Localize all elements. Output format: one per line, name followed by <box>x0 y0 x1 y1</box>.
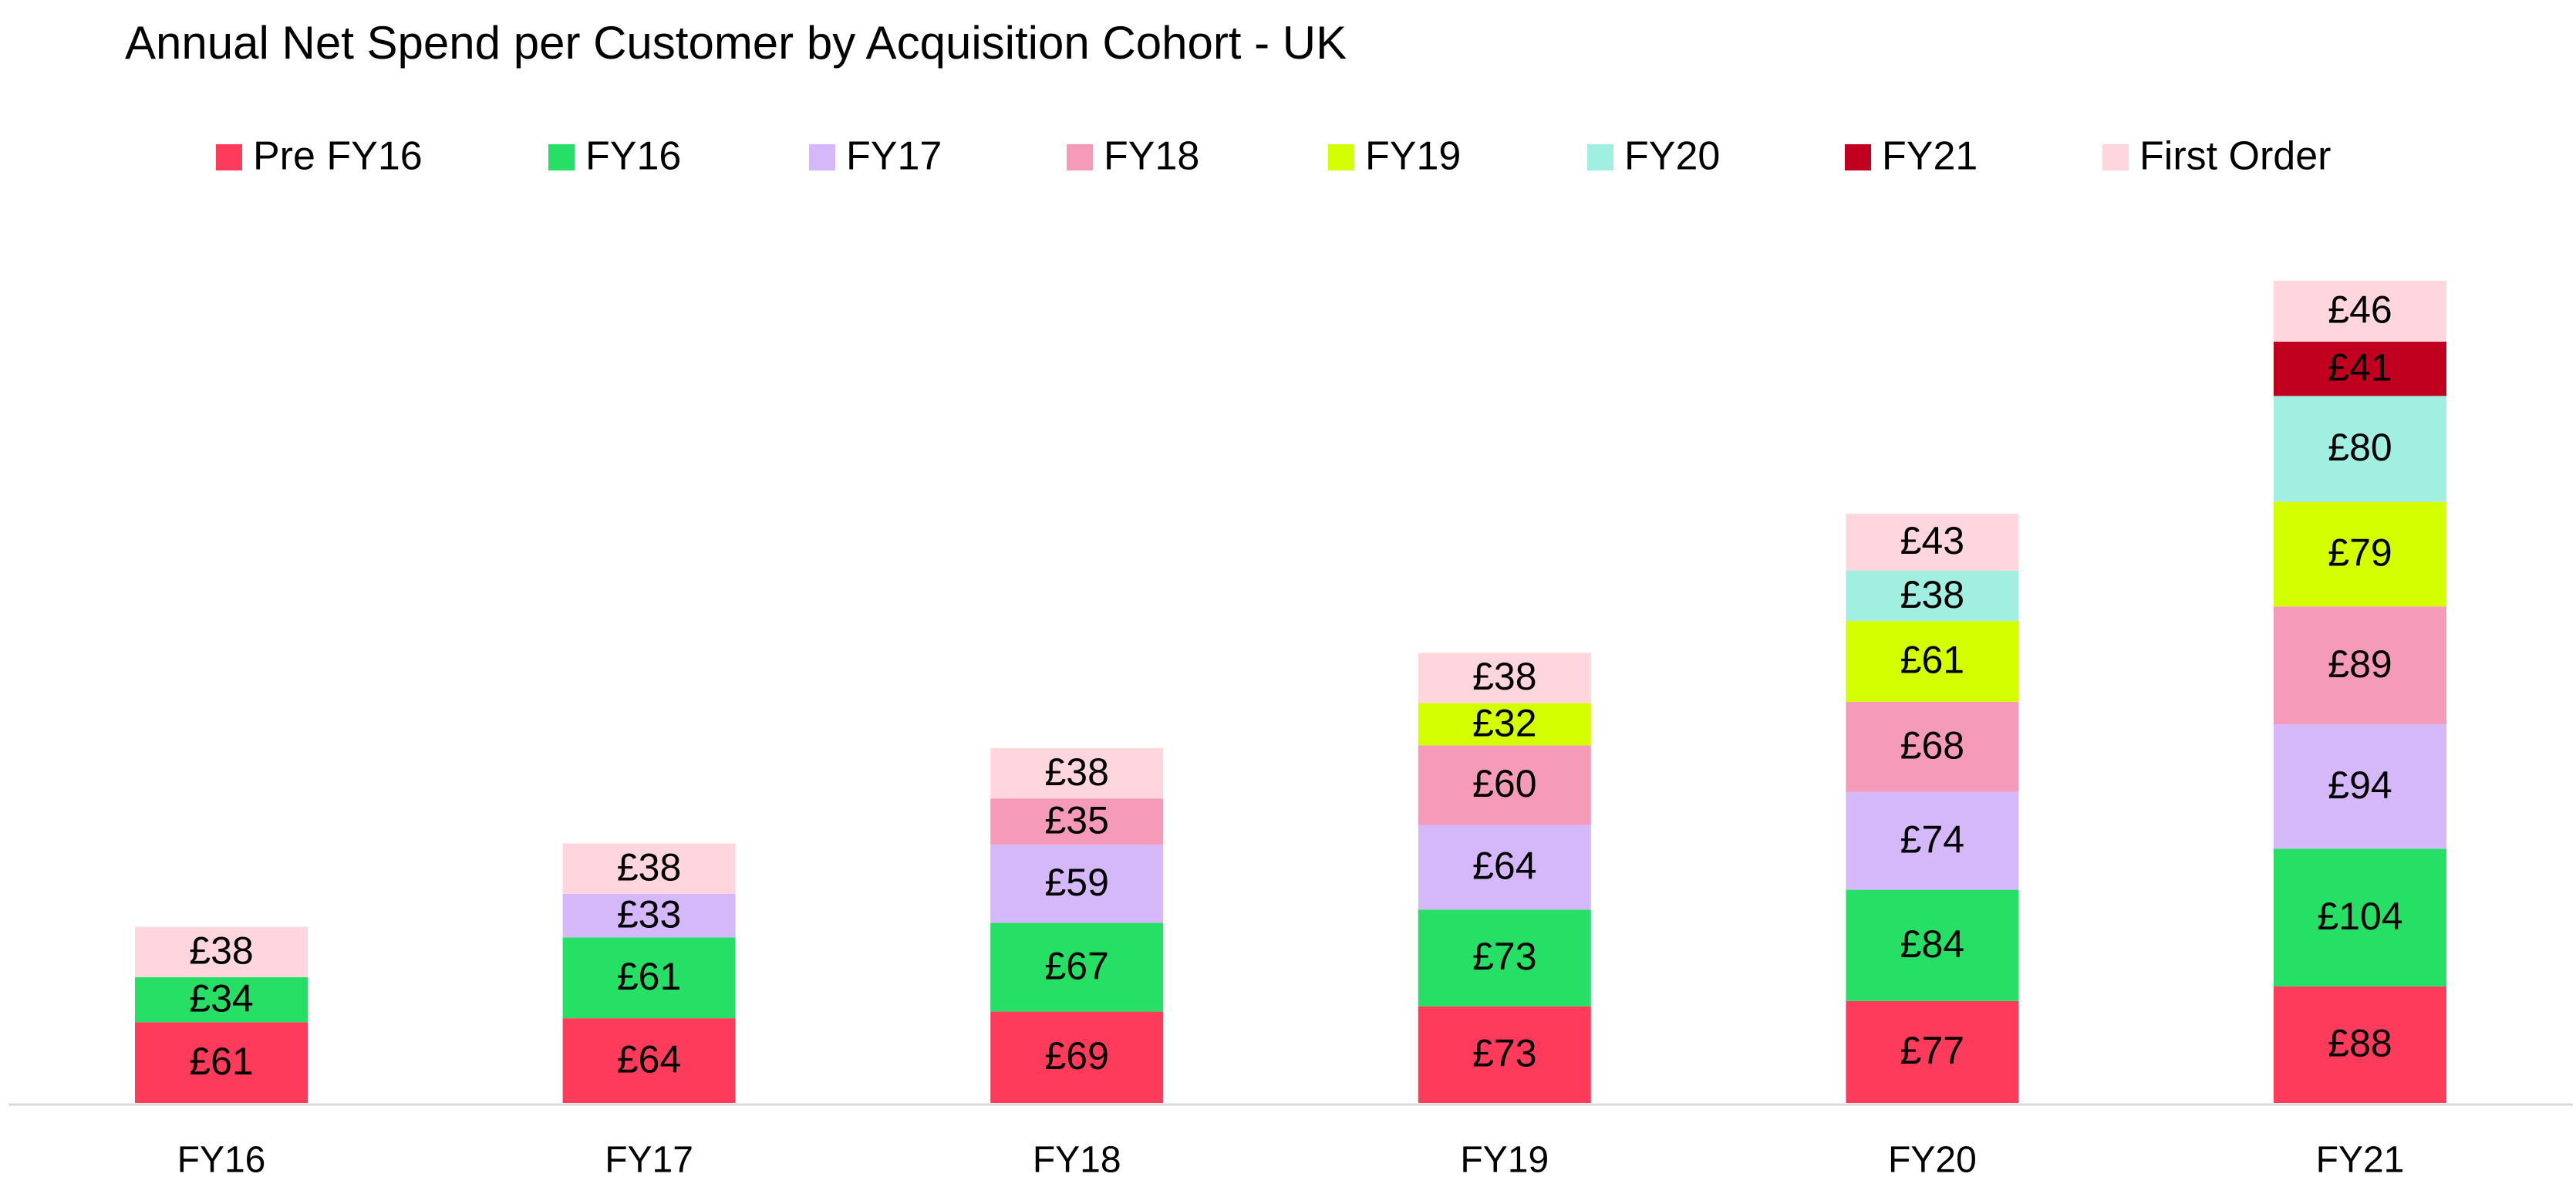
data-label: £61 <box>1900 639 1964 682</box>
data-label: £35 <box>1044 798 1108 842</box>
data-label: £84 <box>1900 922 1964 966</box>
bar-segment <box>2274 724 2446 849</box>
bar-segment <box>1418 745 1591 825</box>
legend-swatch <box>216 144 242 170</box>
bar-segment <box>1846 570 2019 622</box>
legend-swatch <box>1067 144 1093 170</box>
data-label: £89 <box>2328 643 2392 686</box>
data-label: £64 <box>1472 845 1536 888</box>
bar-segment <box>135 926 308 977</box>
data-label: £38 <box>1472 655 1536 698</box>
bar-segment <box>135 1022 308 1103</box>
bar-segment <box>1846 701 2019 792</box>
legend-swatch <box>1845 144 1871 170</box>
bar-segment <box>2274 396 2446 502</box>
data-label: £73 <box>1472 935 1536 978</box>
data-label: £61 <box>617 955 681 998</box>
x-tick-label: FY20 <box>1888 1140 1977 1181</box>
bar-segment <box>1846 791 2019 890</box>
bar-segment <box>2274 606 2446 725</box>
bar-segment <box>1418 653 1591 703</box>
bar-segment <box>562 1018 736 1103</box>
data-label: £34 <box>189 976 253 1020</box>
data-label: £61 <box>189 1040 253 1083</box>
bar-segment <box>990 922 1164 1012</box>
data-label: £69 <box>1044 1034 1108 1078</box>
x-tick-label: FY16 <box>177 1140 266 1181</box>
legend-label: FY18 <box>1104 134 1199 179</box>
legend-label: FY20 <box>1624 134 1720 179</box>
bar-segment <box>135 976 308 1023</box>
data-label: £38 <box>189 929 253 973</box>
legend-label: First Order <box>2139 134 2331 179</box>
bar-segment <box>2274 281 2446 342</box>
bar-segment <box>990 1011 1164 1103</box>
bar-segment <box>562 893 736 938</box>
x-tick-label: FY18 <box>1033 1140 1121 1181</box>
data-label: £77 <box>1900 1029 1964 1072</box>
data-label: £41 <box>2328 346 2392 389</box>
x-tick-label: FY21 <box>2316 1140 2405 1181</box>
bar-segment <box>990 747 1164 799</box>
data-label: £67 <box>1044 944 1108 987</box>
bar-segment <box>562 843 736 894</box>
chart-title: Annual Net Spend per Customer by Acquisi… <box>125 17 1347 69</box>
legend-swatch <box>548 144 575 170</box>
bar-segment <box>2274 501 2446 607</box>
bar-segment <box>2274 341 2446 396</box>
data-label: £38 <box>617 845 681 889</box>
data-label: £74 <box>1900 818 1964 861</box>
data-label: £46 <box>2328 288 2392 332</box>
bar-segment <box>1418 825 1591 910</box>
data-label: £88 <box>2328 1022 2392 1065</box>
legend-label: FY17 <box>846 134 942 179</box>
bar-segment <box>562 937 736 1019</box>
legend-swatch <box>1328 144 1354 170</box>
bar-segment <box>1846 889 2019 1001</box>
bar-segment <box>990 798 1164 845</box>
data-label: £80 <box>2328 426 2392 469</box>
bar-segment <box>1846 1000 2019 1103</box>
bar-segment <box>1418 703 1591 746</box>
data-label: £68 <box>1900 723 1964 767</box>
data-label: £64 <box>617 1037 681 1081</box>
x-tick-label: FY19 <box>1460 1140 1549 1181</box>
data-label: £73 <box>1472 1032 1536 1075</box>
bar-segment <box>1418 909 1591 1007</box>
data-label: £104 <box>2317 895 2402 938</box>
x-tick-label: FY17 <box>605 1140 693 1181</box>
legend-swatch <box>2102 144 2129 170</box>
data-label: £38 <box>1900 573 1964 616</box>
bar-segment <box>1846 621 2019 702</box>
bar-segment <box>990 845 1164 923</box>
data-label: £94 <box>2328 764 2392 807</box>
data-label: £59 <box>1044 861 1108 904</box>
data-label: £38 <box>1044 750 1108 794</box>
legend-label: Pre FY16 <box>253 134 423 179</box>
bar-segment <box>2274 848 2446 987</box>
data-label: £33 <box>617 892 681 936</box>
legend-swatch <box>1587 144 1613 170</box>
legend-label: FY19 <box>1365 134 1461 179</box>
data-label: £43 <box>1900 519 1964 562</box>
data-label: £60 <box>1472 762 1536 805</box>
bar-segment <box>1418 1006 1591 1103</box>
legend-swatch <box>809 144 835 170</box>
bar-segment <box>2274 986 2446 1103</box>
bar-segment <box>1846 514 2019 571</box>
legend-label: FY21 <box>1882 134 1978 179</box>
data-label: £32 <box>1472 701 1536 744</box>
data-label: £79 <box>2328 531 2392 575</box>
legend-label: FY16 <box>585 134 681 179</box>
